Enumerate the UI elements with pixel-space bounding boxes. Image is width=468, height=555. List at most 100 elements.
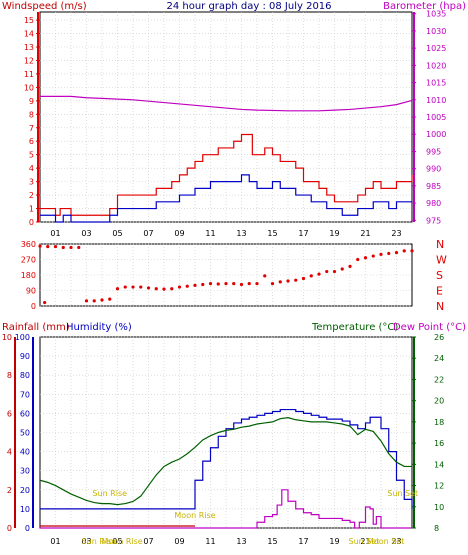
- direction-point: [239, 282, 244, 287]
- direction-point: [325, 269, 329, 274]
- hour-tick-label: 17: [298, 229, 308, 238]
- baro-series-line: [40, 95, 413, 112]
- compass-label: W: [436, 254, 447, 267]
- direction-point: [224, 282, 228, 286]
- rainfall-tick-label: 4: [7, 448, 12, 457]
- humidity-tick-label: 50: [20, 429, 30, 438]
- hour-tick-label: 01: [50, 537, 60, 546]
- direction-point: [84, 299, 89, 303]
- hour-tick-label: 11: [205, 229, 215, 238]
- hour-tick-label: 15: [267, 229, 277, 238]
- windspeed-tick-label: 5: [29, 151, 34, 160]
- windspeed-tick-label: 8: [29, 110, 34, 119]
- barometer-tick-label: 1020: [426, 61, 446, 70]
- direction-point: [294, 278, 298, 282]
- hour-tick-label: 17: [298, 537, 308, 546]
- humidity-tick-label: 90: [20, 352, 30, 361]
- windspeed-tick-label: 2: [29, 191, 34, 200]
- hour-tick-label: 11: [205, 537, 215, 546]
- rainfall-tick-label: 0: [7, 524, 12, 533]
- direction-point: [216, 282, 220, 286]
- direction-point: [394, 251, 399, 255]
- direction-point: [115, 287, 120, 291]
- barometer-tick-label: 975: [426, 216, 441, 225]
- direction-point: [332, 269, 337, 274]
- hour-tick-label: 21: [360, 229, 370, 238]
- hour-tick-label: 19: [329, 537, 339, 546]
- hour-tick-label: 03: [81, 537, 91, 546]
- direction-point: [193, 283, 197, 287]
- hour-tick-label: 13: [236, 537, 246, 546]
- direction-point: [232, 282, 236, 286]
- temperature-axis-title: Temperature (°C): [311, 322, 398, 333]
- windspeed-tick-label: 4: [29, 164, 34, 173]
- direction-tick-label: 90: [26, 287, 36, 296]
- temperature-tick-label: 12: [434, 482, 444, 491]
- hour-tick-label: 05: [112, 537, 122, 546]
- direction-point: [131, 285, 135, 289]
- windspeed-tick-label: 11: [24, 70, 34, 79]
- chart-title: 24 hour graph day : 08 July 2016: [166, 1, 331, 12]
- direction-point: [146, 286, 151, 290]
- temperature-tick-label: 24: [434, 354, 444, 363]
- direction-point: [61, 245, 65, 250]
- direction-point: [185, 284, 189, 288]
- astro-annotation: Sun Rise: [82, 537, 117, 546]
- humidity-tick-label: 100: [15, 333, 30, 342]
- hour-tick-label: 05: [112, 229, 122, 238]
- windspeed-tick-label: 14: [24, 30, 34, 39]
- rainfall-tick-label: 8: [7, 371, 12, 380]
- hour-tick-label: 15: [267, 537, 277, 546]
- wind-series-line: [40, 133, 413, 216]
- barometer-tick-label: 980: [426, 199, 441, 208]
- barometer-tick-label: 1025: [426, 44, 446, 53]
- barometer-tick-label: 985: [426, 182, 441, 191]
- astro-annotation: Moon Set: [367, 537, 404, 546]
- direction-point: [317, 272, 321, 276]
- barometer-tick-label: 1005: [426, 113, 446, 122]
- direction-point: [309, 274, 313, 278]
- compass-label: N: [436, 300, 444, 313]
- chart-frames: [39, 11, 413, 529]
- direction-point: [371, 254, 375, 258]
- direction-point: [286, 279, 290, 283]
- temperature-tick-label: 18: [434, 418, 444, 427]
- direction-point: [402, 249, 406, 253]
- direction-point: [38, 244, 42, 248]
- direction-point: [170, 287, 174, 291]
- direction-point: [379, 252, 383, 256]
- direction-point: [301, 276, 306, 281]
- humidity-tick-label: 60: [20, 409, 30, 418]
- temperature-tick-label: 20: [434, 397, 444, 406]
- direction-point: [100, 298, 104, 302]
- direction-point: [92, 299, 96, 303]
- windspeed-tick-label: 7: [29, 124, 34, 133]
- temperature-tick-label: 26: [434, 333, 444, 342]
- direction-point: [348, 264, 352, 268]
- direction-tick-label: 270: [21, 256, 36, 265]
- humidity-tick-label: 70: [20, 390, 30, 399]
- direction-tick-label: 0: [31, 302, 36, 311]
- windspeed-tick-label: 15: [24, 16, 34, 25]
- windspeed-tick-label: 3: [29, 178, 34, 187]
- direction-point: [247, 282, 251, 286]
- astro-annotation: Moon Rise: [174, 511, 215, 520]
- rainfall-tick-label: 2: [7, 486, 12, 495]
- temperature-tick-label: 16: [434, 439, 444, 448]
- temperature-series-line: [39, 417, 412, 506]
- hour-tick-label: 19: [329, 229, 339, 238]
- data-series: [38, 95, 414, 529]
- direction-point: [69, 245, 73, 250]
- windspeed-tick-label: 1: [29, 205, 34, 214]
- humidity-tick-label: 10: [20, 505, 30, 514]
- windspeed-axis-title: Windspeed (m/s): [2, 1, 87, 12]
- hour-tick-label: 01: [50, 229, 60, 238]
- barometer-tick-label: 1035: [426, 10, 446, 19]
- direction-point: [356, 257, 360, 262]
- windspeed-tick-label: 6: [29, 137, 34, 146]
- direction-point: [108, 297, 112, 301]
- windspeed-tick-label: 9: [29, 97, 34, 106]
- direction-point: [154, 287, 158, 291]
